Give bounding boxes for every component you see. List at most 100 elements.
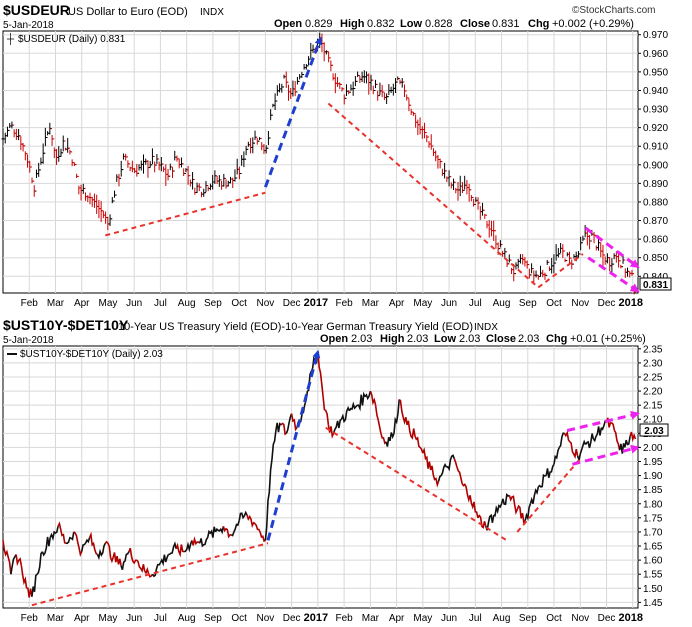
p1-trendline-red-3 — [537, 253, 584, 289]
p1-ytick-label-4: 0.880 — [643, 197, 668, 208]
p2-xtick-label-6: Aug — [178, 613, 196, 624]
series-segment — [80, 537, 91, 552]
series-segment — [183, 540, 193, 553]
series-segment — [259, 531, 266, 543]
series-segment — [136, 559, 146, 573]
series-segment — [15, 554, 23, 567]
series-segment — [88, 531, 98, 556]
series-segment — [453, 458, 463, 485]
p2-ytick-label-18: 2.35 — [643, 344, 663, 355]
series-segment — [191, 536, 201, 546]
series-segment — [369, 390, 377, 406]
p2-xtick-label-16: Jun — [441, 613, 457, 624]
series-segment — [524, 503, 532, 522]
panel-1-high-label: High — [340, 18, 365, 30]
series-segment — [128, 547, 137, 565]
p1-xtick-label-19: Sep — [519, 298, 537, 309]
panel-1-symbol: $USDEUR — [3, 2, 70, 18]
panel-2-chg-label: Chg — [546, 333, 567, 345]
series-segment — [264, 469, 272, 541]
p2-ytick-label-5: 1.70 — [643, 527, 663, 538]
series-segment — [2, 540, 12, 575]
panel-2-high-label: High — [380, 333, 405, 345]
panel-2-last-value-box: 2.03 — [639, 423, 669, 437]
panel-1-high-value: 0.832 — [367, 18, 395, 30]
series-segment — [414, 435, 424, 454]
panel-2-ohlc: Open 2.03 High 2.03 Low 2.03 Close 2.03 … — [320, 333, 646, 345]
panel-1-open-label: Open — [274, 18, 302, 30]
panel-2-open-value: 2.03 — [351, 333, 372, 345]
series-segment — [398, 398, 408, 426]
series-segment — [558, 432, 565, 448]
p2-ytick-label-7: 1.80 — [643, 499, 663, 510]
p2-trendline-magenta-5 — [572, 444, 640, 466]
series-segment — [104, 540, 114, 564]
panel-1-low-label: Low — [400, 18, 422, 30]
panel-2-high-value: 2.03 — [407, 333, 428, 345]
series-segment — [374, 405, 382, 434]
series-segment — [584, 433, 595, 449]
panel-1-close-value: 0.831 — [492, 18, 520, 30]
series-segment — [26, 587, 33, 598]
p1-trendline-magenta-4 — [584, 226, 640, 269]
series-segment — [120, 551, 130, 570]
series-segment — [317, 351, 324, 397]
series-segment — [340, 405, 351, 424]
series-segment — [57, 521, 67, 544]
p2-xtick-label-17: Jul — [469, 613, 482, 624]
series-segment — [96, 542, 107, 561]
panel-1-header: $USDEUR US Dollar to Euro (EOD) INDX 5-J… — [3, 2, 656, 31]
panel-1-legend-text: $USDEUR (Daily) 0.831 — [18, 34, 126, 45]
p2-ytick-label-2: 1.55 — [643, 570, 663, 581]
p2-xtick-label-4: Jun — [126, 613, 142, 624]
p2-xtick-label-3: May — [99, 613, 118, 624]
panel-2-exchange: INDX — [474, 322, 498, 333]
p2-ytick-label-1: 1.50 — [643, 584, 663, 595]
series-segment — [36, 551, 44, 575]
p1-trendline-red-0 — [105, 191, 266, 237]
p2-xtick-label-21: Nov — [571, 613, 589, 624]
p1-ytick-label-7: 0.910 — [643, 142, 668, 153]
p1-xtick-label-6: Aug — [178, 298, 196, 309]
p1-xtick-label-8: Oct — [231, 298, 247, 309]
series-segment — [246, 514, 256, 528]
p2-xtick-label-20: Oct — [546, 613, 562, 624]
panel-1-last-value-box: 0.831 — [639, 277, 672, 291]
panel-1-price-bars — [1, 32, 636, 295]
series-segment — [563, 430, 571, 443]
series-segment — [485, 513, 495, 531]
p1-ytick-label-8: 0.920 — [643, 123, 668, 134]
panel-1-close-label: Close — [460, 18, 490, 30]
panel-2-line-series — [2, 351, 637, 598]
panel-1-gridlines — [3, 31, 638, 293]
panel-1-last-value: 0.831 — [643, 280, 668, 291]
series-segment — [493, 503, 503, 517]
p2-xtick-label-11: 2017 — [304, 612, 328, 624]
panel-1-description: US Dollar to Euro (EOD) — [68, 6, 188, 18]
p1-xtick-label-21: Nov — [571, 298, 589, 309]
p2-xtick-label-18: Aug — [493, 613, 511, 624]
p2-ytick-label-16: 2.25 — [643, 372, 663, 383]
p1-xtick-label-1: Mar — [47, 298, 65, 309]
series-segment — [357, 391, 366, 412]
p2-ytick-label-9: 1.90 — [643, 471, 663, 482]
panel-2-legend: $UST10Y-$DET10Y (Daily) 2.03 — [7, 349, 163, 360]
series-segment — [364, 390, 372, 401]
p1-trendline-magenta-5 — [587, 256, 640, 293]
p2-xtick-label-13: Mar — [362, 613, 380, 624]
series-segment — [20, 565, 28, 589]
p1-xtick-label-2: Apr — [74, 298, 90, 309]
series-segment — [41, 536, 51, 557]
series-segment — [437, 463, 448, 482]
p1-xtick-label-0: Feb — [21, 298, 39, 309]
p1-xtick-label-5: Jul — [154, 298, 167, 309]
panel-1-chg-label: Chg — [528, 18, 549, 30]
series-segment — [322, 396, 330, 425]
panel-2-close-value: 2.03 — [518, 333, 539, 345]
p1-xtick-label-10: Dec — [283, 298, 301, 309]
series-segment — [151, 562, 162, 578]
panel-1-chg-value: +0.002 (+0.29%) — [552, 18, 634, 30]
panel-2-low-label: Low — [434, 333, 456, 345]
p2-ytick-label-17: 2.30 — [643, 358, 663, 369]
